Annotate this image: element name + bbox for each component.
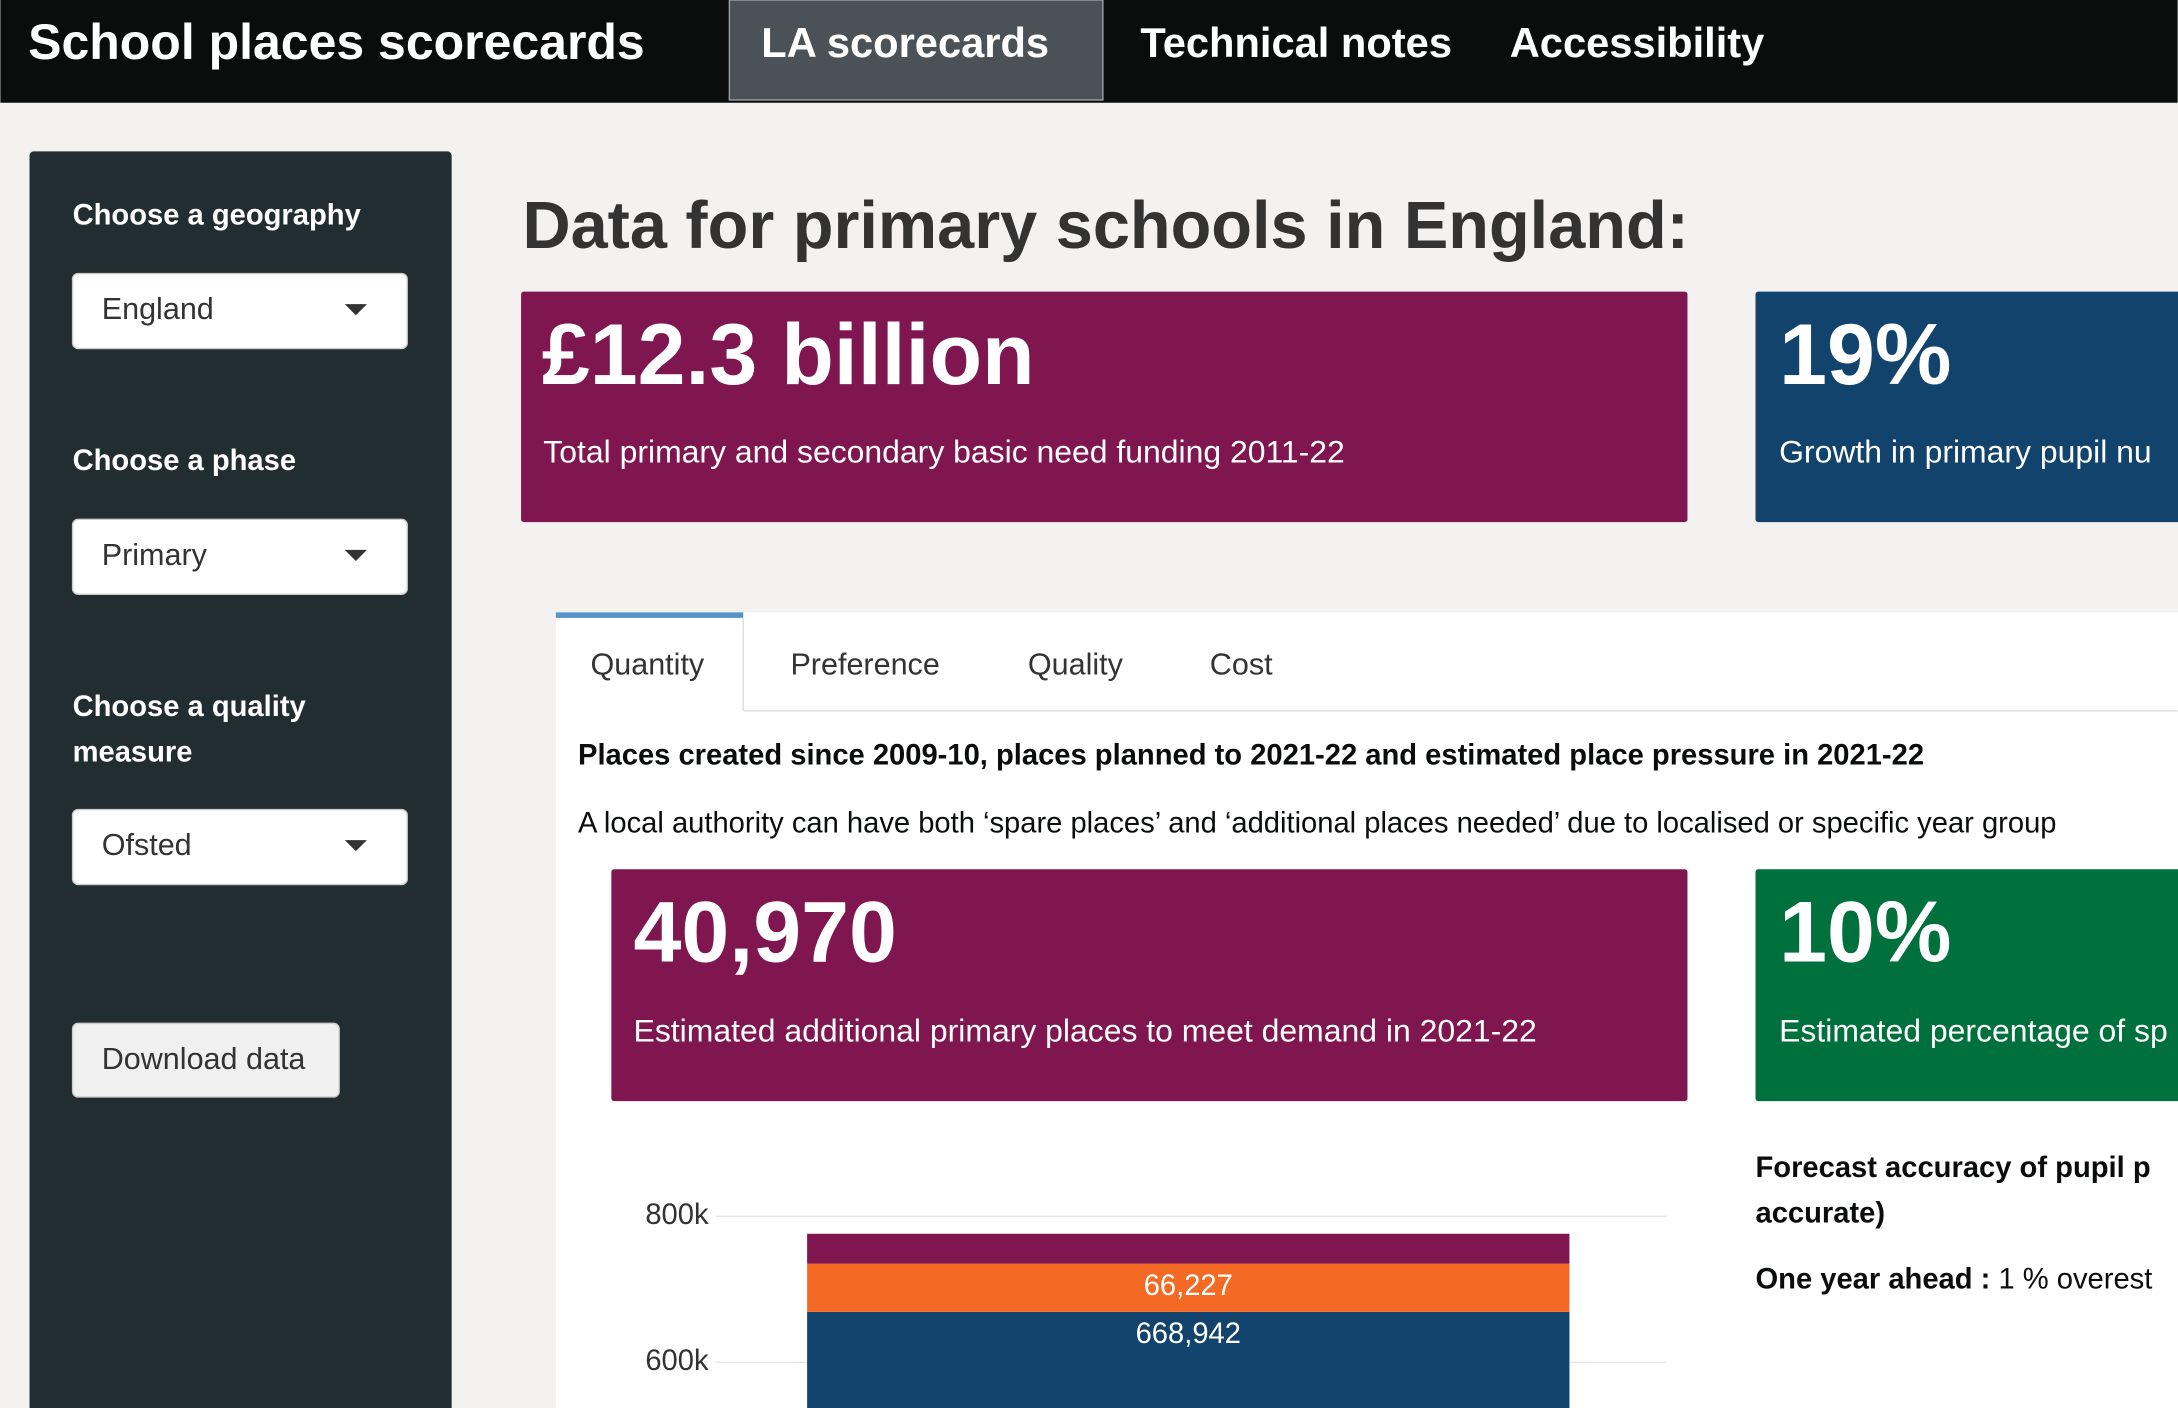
data-label: 668,942 [1136, 1318, 1241, 1350]
select-value: Primary [102, 538, 208, 572]
panel-title: Places created since 2009-10, places pla… [578, 739, 1924, 771]
panel-note: A local authority can have both ‘spare p… [578, 808, 2056, 840]
stat-value: 40,970 [634, 884, 897, 980]
stat-text: Estimated percentage of sp [1779, 1013, 2168, 1049]
nav-tab[interactable]: Technical notes [1140, 19, 1452, 66]
download-button[interactable] [71, 1022, 340, 1098]
caret [344, 304, 367, 316]
stat-box [1755, 869, 2178, 1102]
heading: Data for primary schools in England: [522, 189, 1688, 263]
headline-value: 19% [1779, 307, 1951, 403]
label: Choose a quality [73, 691, 307, 723]
headline-text: Total primary and secondary basic need f… [543, 433, 1345, 469]
tab[interactable]: Quality [1028, 648, 1124, 682]
headline-box [1755, 291, 2178, 523]
tab[interactable]: Preference [790, 648, 939, 682]
forecast-text: 1 % overest [1990, 1263, 2152, 1295]
forecast-line: One year ahead : 1 % overest [1756, 1263, 2153, 1295]
app-title: School places scorecards [28, 14, 645, 70]
stat-text: Estimated additional primary places to m… [634, 1013, 1537, 1049]
data-label: 66,227 [1144, 1270, 1233, 1302]
stat-box [611, 869, 1688, 1102]
caret [344, 840, 367, 852]
y-tick-label: 800k [645, 1199, 709, 1231]
chart: 600k 800k 668,942 66,227 [645, 1199, 1667, 1408]
button-label: Download data [102, 1042, 306, 1076]
bar-segment [807, 1233, 1570, 1264]
label: Choose a geography [73, 199, 362, 231]
forecast-label: One year ahead : [1756, 1263, 1991, 1295]
stat-value: 10% [1779, 884, 1951, 980]
active-tab-bar [555, 612, 744, 618]
forecast-title: accurate) [1756, 1198, 1886, 1230]
label: measure [73, 737, 193, 769]
headline-text: Growth in primary pupil nu [1779, 433, 2152, 469]
bar-segment [807, 1263, 1570, 1312]
nav-tab[interactable]: Accessibility [1510, 19, 1765, 66]
select[interactable] [71, 518, 408, 595]
select-value: Ofsted [102, 828, 192, 862]
select[interactable] [71, 808, 408, 886]
select[interactable] [71, 272, 408, 350]
bar-segment [807, 1311, 1570, 1408]
caret [344, 549, 367, 561]
active-nav-tab[interactable] [728, 0, 1104, 101]
tab[interactable]: Cost [1210, 648, 1273, 682]
headline-value: £12.3 billion [542, 307, 1035, 403]
nav-tab[interactable]: LA scorecards [761, 19, 1049, 66]
select-value: England [102, 292, 214, 326]
y-tick-label: 600k [645, 1345, 709, 1377]
forecast-title: Forecast accuracy of pupil p [1756, 1152, 2151, 1184]
headline-box [521, 291, 1688, 523]
label: Choose a phase [73, 445, 296, 477]
tab[interactable]: Quantity [591, 648, 705, 682]
